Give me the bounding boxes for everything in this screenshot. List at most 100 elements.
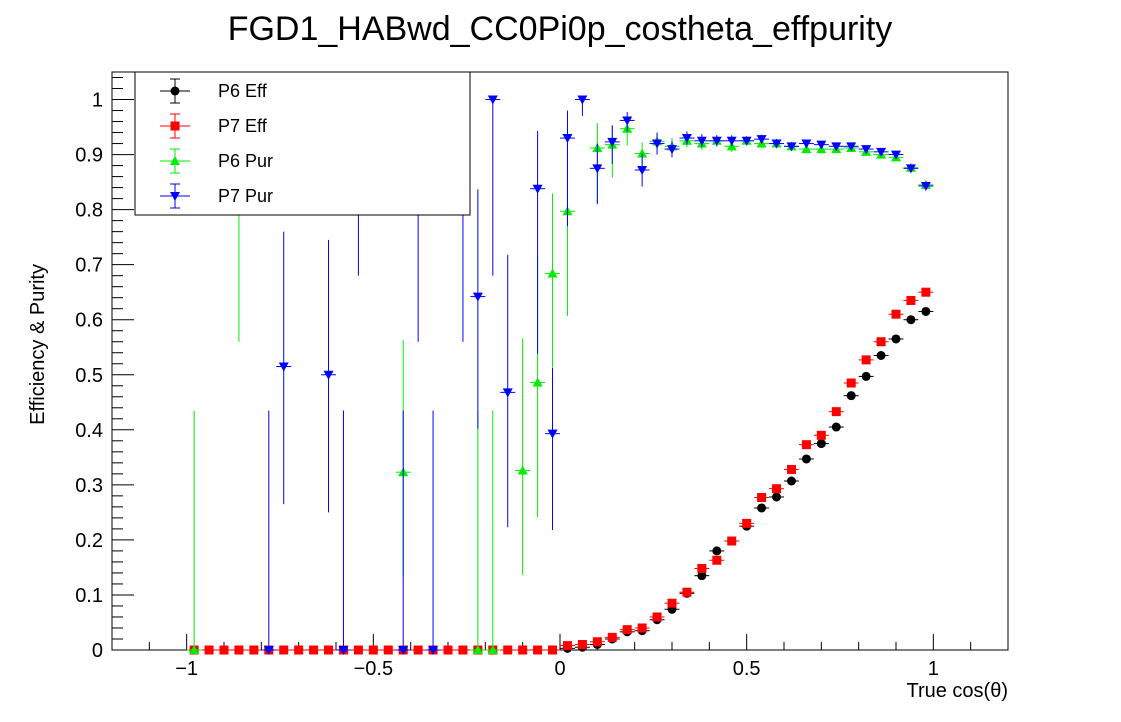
data-point	[858, 371, 874, 381]
marker	[816, 140, 827, 150]
data-point	[649, 132, 665, 155]
marker	[786, 476, 796, 486]
data-point	[903, 164, 919, 174]
data-point	[306, 645, 322, 655]
marker	[801, 454, 811, 464]
legend-marker	[170, 121, 180, 131]
series-1	[186, 287, 934, 655]
data-point	[276, 231, 292, 505]
data-point	[634, 153, 650, 187]
data-point	[724, 135, 740, 147]
marker	[681, 134, 692, 144]
legend-box	[134, 71, 471, 216]
data-point	[918, 306, 934, 316]
marker	[487, 95, 498, 105]
marker	[263, 646, 274, 655]
chart-title: FGD1_HABwd_CC0Pi0p_costheta_effpurity	[228, 10, 893, 48]
data-point	[709, 555, 725, 565]
data-point	[694, 564, 710, 574]
data-point	[754, 503, 770, 513]
marker	[891, 309, 901, 319]
data-point	[545, 193, 560, 368]
marker	[548, 645, 558, 655]
data-point	[545, 645, 560, 655]
data-point	[873, 147, 889, 157]
marker	[682, 587, 692, 597]
data-point	[425, 410, 441, 655]
data-point	[560, 641, 575, 651]
data-point	[709, 135, 725, 147]
legend-marker	[170, 156, 180, 165]
marker	[607, 632, 617, 642]
marker	[726, 136, 737, 146]
legend-entry: P7 Eff	[160, 113, 268, 139]
y-tick-label: 0	[92, 640, 103, 662]
legend-entry: P7 Pur	[160, 183, 273, 209]
y-tick-label: 0.3	[75, 475, 103, 497]
data-point	[246, 645, 262, 655]
marker	[502, 388, 513, 398]
data-point	[350, 645, 366, 655]
data-point	[888, 334, 904, 344]
data-point	[455, 645, 471, 655]
marker	[338, 646, 349, 655]
y-tick-label: 0.1	[75, 585, 103, 607]
data-point	[604, 125, 620, 164]
data-point	[664, 140, 680, 158]
marker	[846, 391, 856, 401]
marker	[368, 645, 378, 655]
marker	[712, 546, 722, 556]
data-point	[769, 139, 784, 149]
data-point	[813, 430, 829, 440]
marker	[517, 465, 528, 475]
data-point	[321, 239, 336, 513]
marker	[906, 295, 916, 305]
marker	[562, 134, 573, 144]
data-point	[903, 315, 919, 325]
marker	[831, 142, 842, 152]
data-point	[813, 439, 829, 449]
marker	[652, 139, 663, 149]
data-point	[873, 337, 889, 347]
data-point	[813, 140, 829, 150]
marker	[876, 337, 886, 347]
data-point	[664, 598, 680, 608]
data-point	[649, 612, 665, 622]
legend-marker	[170, 86, 180, 96]
data-point	[918, 181, 934, 191]
marker	[667, 598, 677, 608]
marker	[533, 645, 543, 655]
marker	[249, 645, 259, 655]
legend-label: P6 Eff	[218, 81, 268, 101]
marker	[458, 645, 468, 655]
marker	[219, 645, 229, 655]
data-point	[545, 367, 560, 530]
marker	[905, 164, 916, 174]
marker	[547, 268, 558, 278]
data-point	[769, 484, 784, 494]
data-point	[798, 440, 814, 450]
data-point	[784, 464, 799, 474]
marker	[189, 645, 200, 654]
y-axis-ticks: 0 0.1 0.2 0.3 0.4 0.5 0.6 0.7 0.8 0.9 1	[75, 77, 134, 662]
data-point	[769, 492, 784, 502]
data-point	[828, 142, 844, 152]
marker	[801, 144, 812, 154]
marker	[906, 315, 916, 325]
data-point	[784, 476, 799, 486]
data-point	[724, 536, 740, 546]
marker	[532, 377, 543, 387]
data-point	[888, 309, 904, 319]
data-point	[858, 355, 874, 365]
marker	[846, 378, 856, 388]
x-tick-label: −0.5	[354, 658, 393, 680]
data-point	[694, 134, 710, 148]
marker	[861, 371, 871, 381]
data-point	[828, 407, 844, 417]
data-point	[918, 287, 934, 297]
data-point	[500, 254, 516, 528]
marker	[622, 625, 632, 635]
marker	[518, 645, 528, 655]
x-tick-label: 1	[928, 658, 939, 680]
marker	[772, 492, 782, 502]
